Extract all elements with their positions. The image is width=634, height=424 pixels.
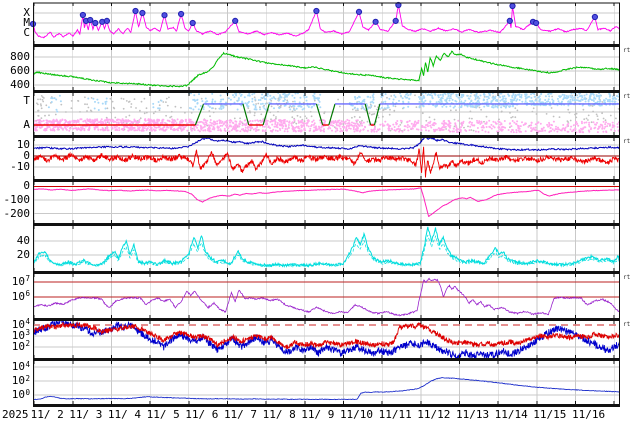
density-line	[33, 226, 620, 268]
dst-index-panel	[33, 182, 620, 223]
t-a-activity-panel	[33, 93, 620, 135]
activity-step-line	[33, 103, 620, 126]
pinkdot-scatter	[33, 118, 620, 134]
dst-line	[33, 187, 620, 218]
speed-line	[33, 50, 620, 88]
goes-xray-flux-panel	[29, 1, 620, 44]
flux-mid-blue-line	[33, 321, 620, 358]
high-energy-flux-panel	[33, 274, 620, 318]
flux-mid-red-line	[33, 321, 620, 350]
flare-peak-markers	[29, 1, 599, 28]
panel-frame	[33, 2, 620, 407]
tdot-scatter	[47, 93, 620, 113]
flux-hi-line	[33, 277, 620, 317]
imf-b-panel	[33, 138, 620, 179]
solar-wind-speed-panel	[33, 47, 620, 90]
solar-wind-density-panel	[33, 226, 620, 271]
low-flux-panel	[33, 361, 620, 404]
xray-line	[33, 5, 620, 39]
bt-line	[33, 138, 620, 152]
proton-flux-panel	[33, 321, 620, 358]
flux-lo-line	[33, 377, 620, 401]
density-echo-line	[33, 234, 620, 268]
bz-line	[33, 146, 620, 178]
